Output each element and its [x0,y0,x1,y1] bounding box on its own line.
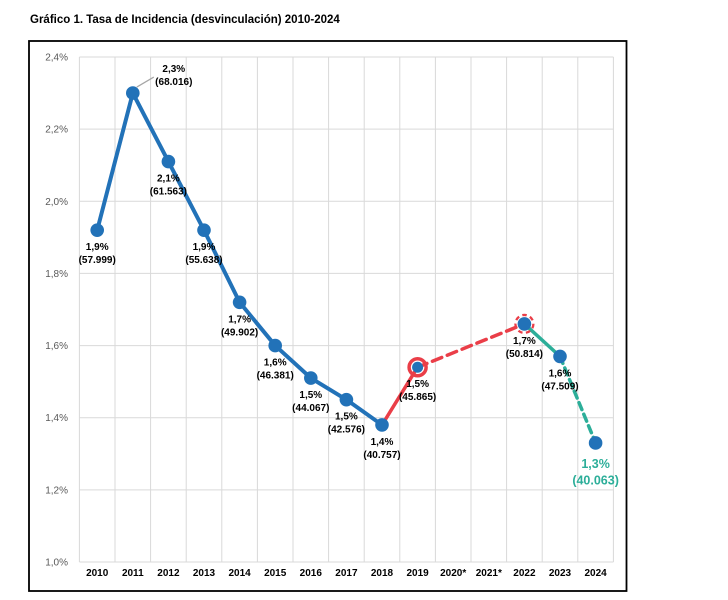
data-label-count-2014: (49.902) [221,327,258,338]
y-tick-label: 1,2% [45,485,68,496]
x-tick-label-2019: 2019 [406,568,429,579]
highlight-ring-2019 [407,356,428,378]
data-label-count-2017: (42.576) [328,425,365,436]
data-point-2019 [412,361,424,373]
series-segment-4 [558,354,598,445]
data-label-count-2018: (40.757) [363,450,400,461]
x-tick-label-2018: 2018 [371,568,394,579]
data-label-pct-2022: 1,7% [513,336,536,347]
data-point-2016 [304,371,318,385]
data-point-2012 [161,154,176,169]
x-tick-label-2020*: 2020* [440,568,466,579]
data-point-2018 [375,418,389,432]
data-label-count-2022: (50.814) [506,349,543,360]
highlight-ring-2022 [514,313,535,335]
data-label-count-2024: (40.063) [572,473,619,487]
x-tick-label-2011: 2011 [122,568,144,579]
data-point-2023 [553,349,567,364]
data-point-2017 [339,392,354,407]
data-point-2010 [90,223,104,237]
y-tick-label: 1,6% [45,341,68,352]
data-point-2022 [517,317,532,331]
x-tick-label-2023: 2023 [549,568,572,579]
series-segment-1 [380,365,420,427]
y-tick-label: 2,0% [45,197,68,208]
data-label-pct-2017: 1,5% [335,412,358,423]
y-tick-label: 2,4% [45,53,68,64]
data-label-count-2016: (44.067) [292,403,329,414]
data-point-2015 [268,338,282,353]
y-tick-label: 1,8% [45,269,68,280]
y-tick-label: 1,0% [45,558,68,569]
data-label-count-2023: (47.509) [541,381,578,392]
series-segment-3 [522,322,562,359]
data-label-count-2015: (46.381) [257,371,294,382]
x-tick-label-2021*: 2021* [476,568,502,579]
x-tick-label-2012: 2012 [157,568,180,579]
x-tick-label-2016: 2016 [300,568,323,579]
data-point-2011 [126,86,140,100]
data-label-count-2013: (55.638) [185,255,222,266]
data-label-pct-2018: 1,4% [371,437,394,448]
x-tick-label-2013: 2013 [193,568,216,579]
x-tick-label-2015: 2015 [264,568,287,579]
series-segment-2 [415,322,527,369]
data-label-count-2010: (57.999) [79,255,116,266]
series-segment-0 [95,91,384,427]
data-label-pct-2015: 1,6% [264,358,287,369]
incidence-line-chart: 2,4% 2,2% 2,0% 1,8% 1,6% 1,4% 1,2% 1,0% 2010 2011… [28,40,628,592]
data-point-2024 [588,436,603,450]
y-tick-label: 1,4% [45,413,68,424]
label-leader-line [136,76,155,88]
data-label-count-2012: (61.563) [150,187,187,198]
x-tick-label-2014: 2014 [228,568,251,579]
y-tick-label: 2,2% [45,125,68,136]
data-label-pct-2016: 1,5% [299,390,322,401]
data-label-pct-2014: 1,7% [228,314,251,325]
data-point-2014 [232,295,247,310]
data-label-pct-2013: 1,9% [193,242,216,253]
chart-title: Gráfico 1. Tasa de Incidencia (desvincul… [30,14,340,26]
data-point-2013 [197,223,211,237]
x-tick-label-2024: 2024 [584,568,607,579]
data-label-pct-2012: 2,1% [157,174,180,185]
data-label-pct-2010: 1,9% [86,242,109,253]
x-tick-label-2010: 2010 [86,568,109,579]
data-label-count-2019: (45.865) [399,392,436,403]
data-label-count-2011: (68.016) [155,77,192,88]
data-label-pct-2023: 1,6% [549,368,572,379]
chart-border [28,40,628,592]
x-tick-label-2022: 2022 [513,568,536,579]
data-label-pct-2024: 1,3% [581,457,610,471]
x-tick-label-2017: 2017 [335,568,358,579]
data-label-pct-2011: 2,3% [162,64,185,75]
data-label-pct-2019: 1,5% [406,379,429,390]
